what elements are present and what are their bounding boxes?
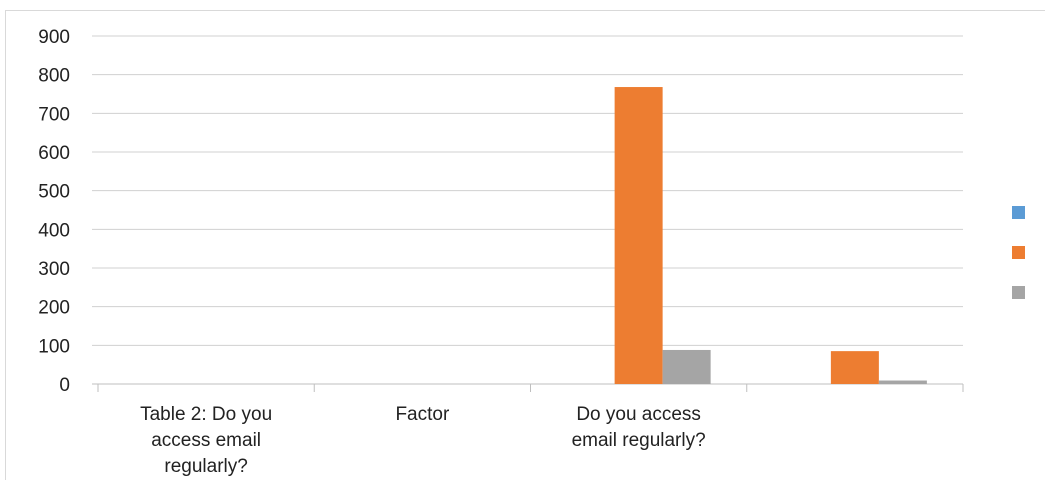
- legend-swatch: [1012, 246, 1025, 259]
- x-category-label: Do you access email regularly?: [572, 404, 706, 451]
- y-tick-label: 700: [38, 104, 70, 125]
- bar-series3-cat4: [878, 380, 927, 384]
- bar-series3-cat3: [662, 349, 711, 384]
- y-tick-label: 800: [38, 66, 70, 87]
- x-category-label: Table 2: Do you access email regularly?: [140, 404, 272, 477]
- y-tick-label: 200: [38, 298, 70, 319]
- legend-swatch: [1012, 286, 1025, 299]
- x-axis: [97, 384, 964, 392]
- y-tick-label: 100: [38, 336, 70, 357]
- bar-series2-cat3: [614, 87, 663, 384]
- x-axis-labels: Table 2: Do you access email regularly? Fac…: [140, 404, 706, 477]
- bar-series2-cat4: [830, 351, 879, 384]
- y-tick-label: 300: [38, 259, 70, 280]
- gridlines: [92, 35, 963, 385]
- y-tick-label: 500: [38, 182, 70, 203]
- y-tick-label: 400: [38, 220, 70, 241]
- y-tick-label: 0: [59, 375, 70, 396]
- y-tick-label: 900: [38, 27, 70, 48]
- x-category-label: Factor: [395, 404, 450, 425]
- y-tick-label: 600: [38, 143, 70, 164]
- bars: [614, 87, 927, 384]
- legend-swatch: [1012, 206, 1025, 219]
- y-axis-ticks: 0 100 200 300 400 500 600 700 800 900: [38, 27, 70, 396]
- legend: [1012, 206, 1025, 299]
- chart-frame: [5, 10, 1045, 480]
